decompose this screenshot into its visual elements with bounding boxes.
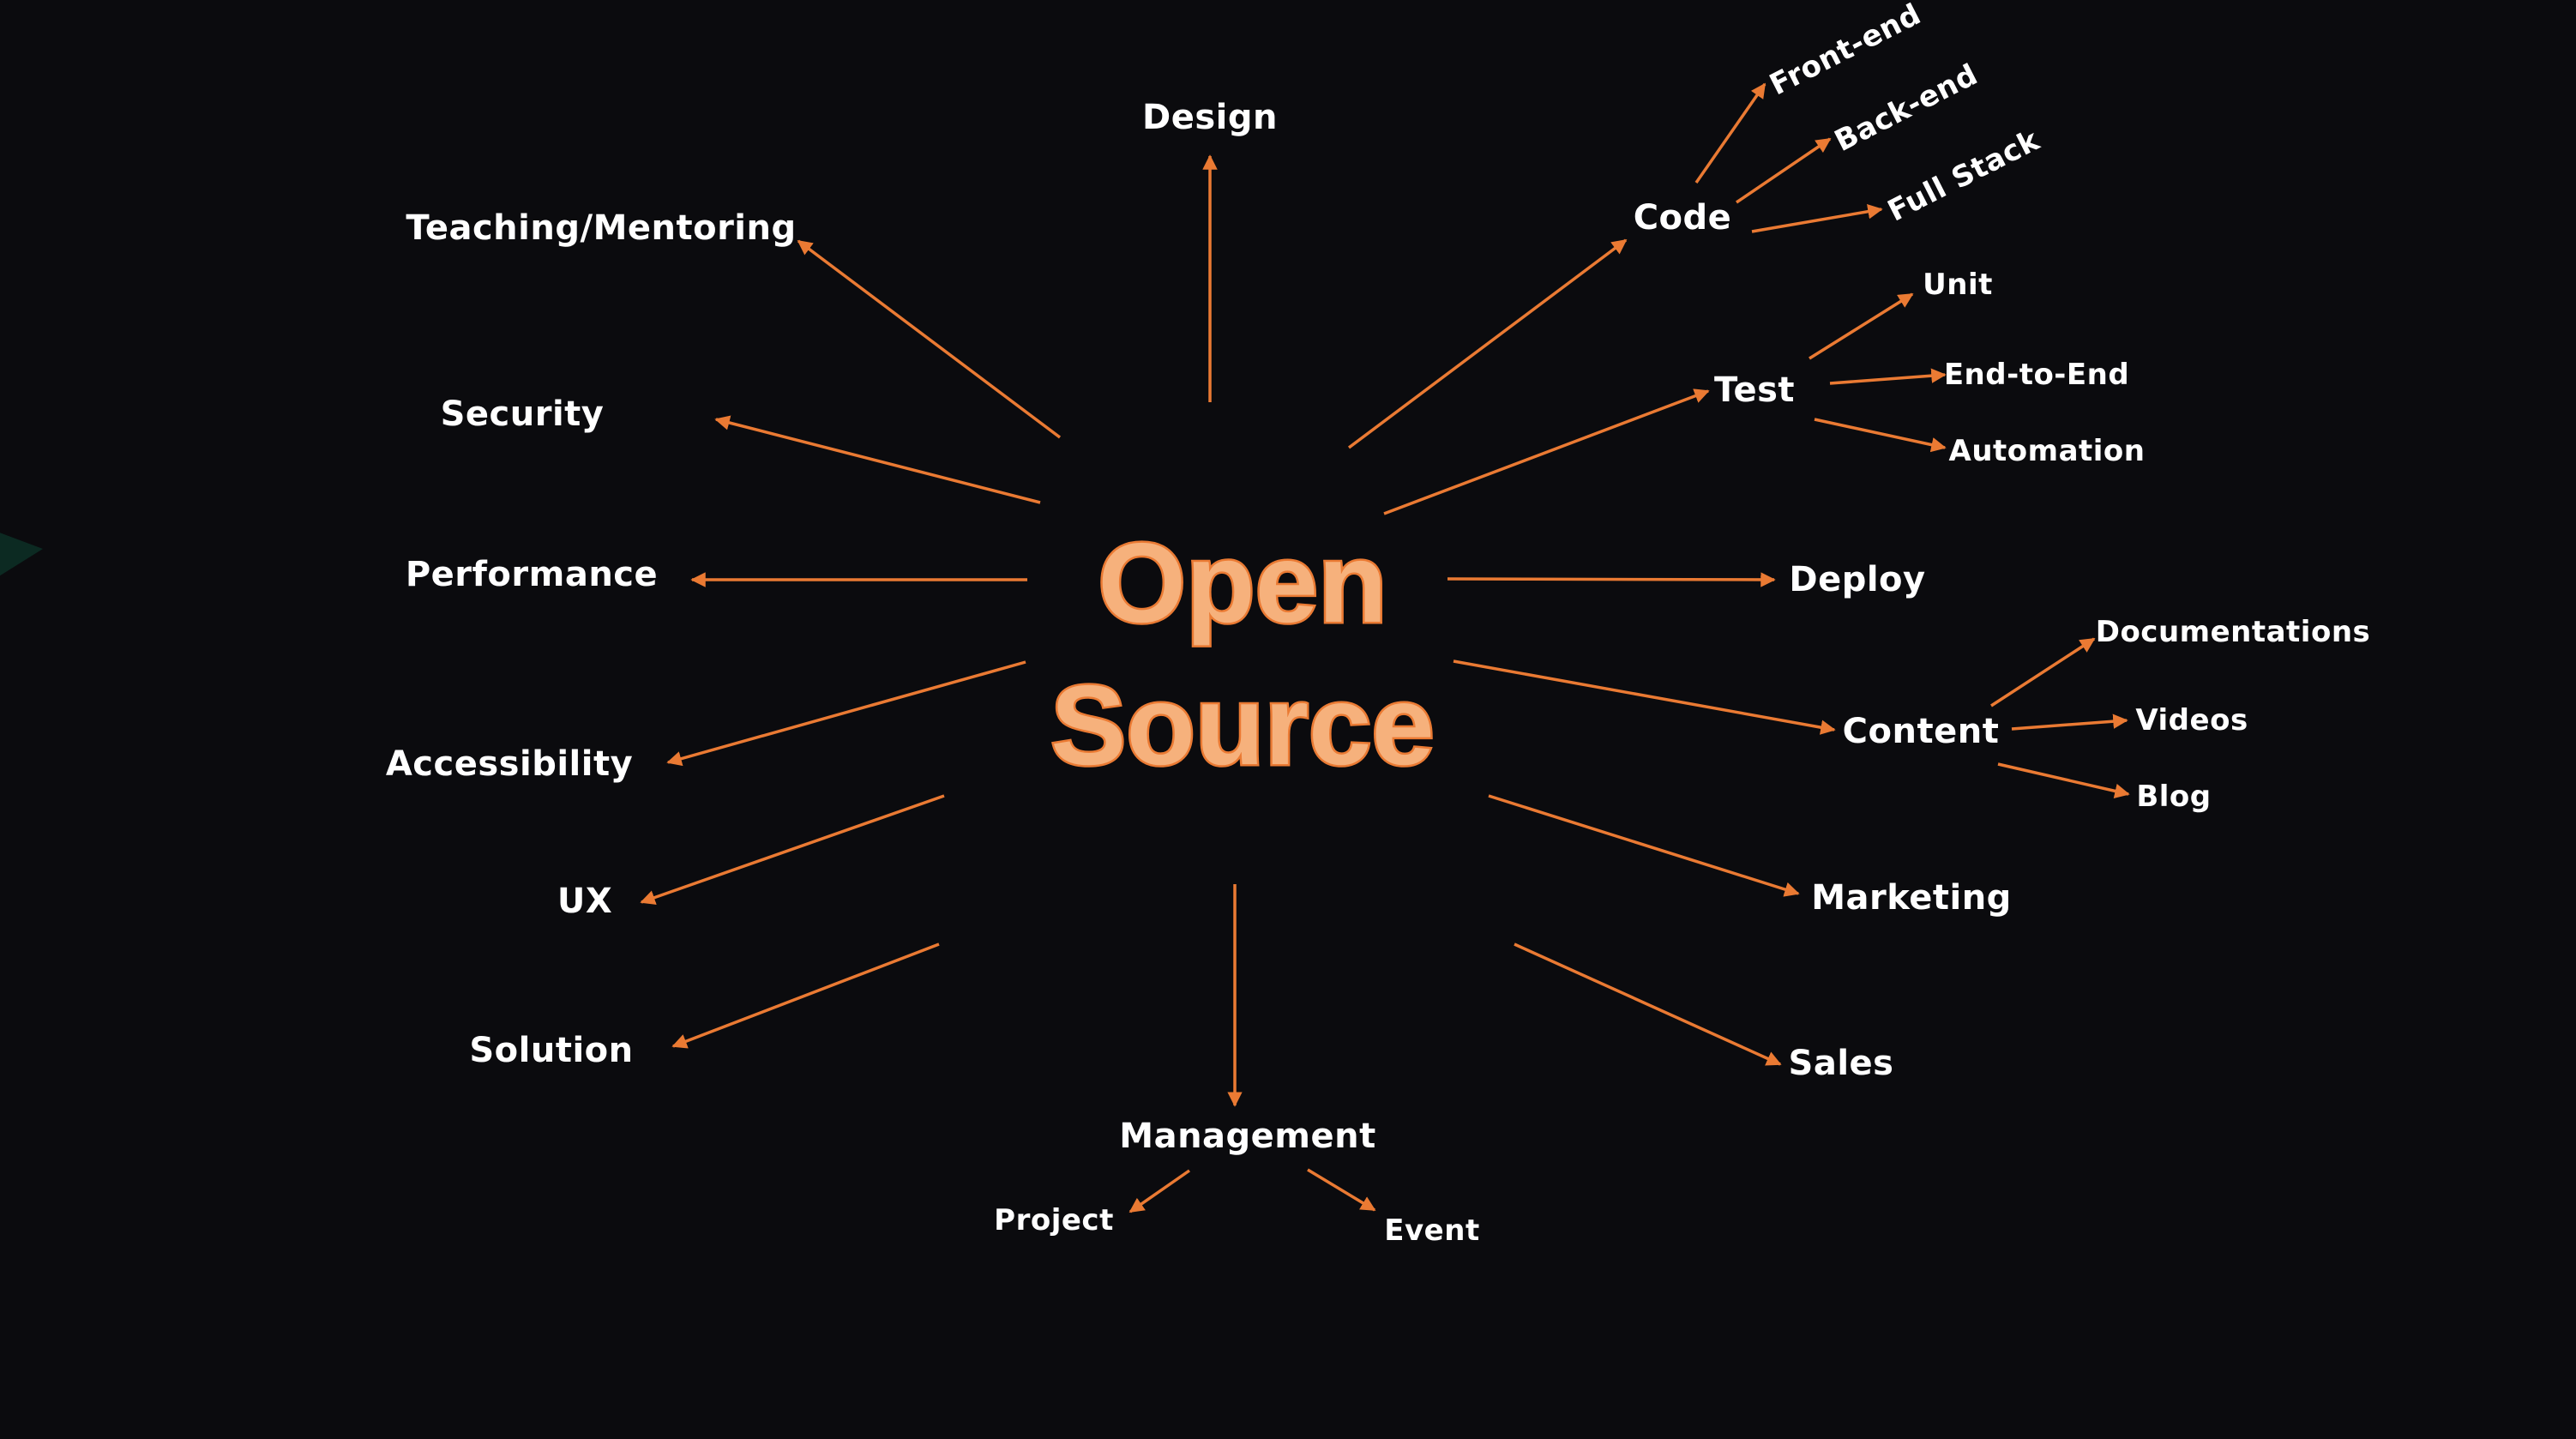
center-title-source: Source bbox=[1049, 662, 1436, 788]
arrow-code bbox=[1347, 238, 1628, 449]
arrow-test bbox=[1383, 388, 1710, 515]
node-project: Project bbox=[994, 1203, 1114, 1237]
node-design: Design bbox=[1142, 98, 1278, 137]
node-code: Code bbox=[1633, 198, 1732, 238]
arrow-back-end bbox=[1736, 137, 1832, 204]
node-event: Event bbox=[1384, 1213, 1480, 1248]
node-teaching-mentoring: Teaching/Mentoring bbox=[406, 208, 797, 248]
arrow-content bbox=[1453, 659, 1836, 735]
node-sales: Sales bbox=[1788, 1044, 1894, 1083]
node-solution: Solution bbox=[469, 1031, 634, 1070]
node-automation: Automation bbox=[1948, 434, 2146, 468]
node-blog: Blog bbox=[2136, 780, 2212, 814]
arrow-accessibility bbox=[666, 660, 1026, 767]
node-ux: UX bbox=[557, 882, 613, 921]
node-deploy: Deploy bbox=[1789, 560, 1926, 599]
arrow-marketing bbox=[1488, 794, 1800, 897]
arrow-solution bbox=[671, 942, 940, 1049]
arrow-event bbox=[1307, 1168, 1376, 1212]
arrow-documentations bbox=[1990, 637, 2096, 707]
arrow-ux bbox=[640, 794, 945, 906]
arrow-teaching bbox=[797, 239, 1062, 439]
arrow-security bbox=[714, 415, 1041, 504]
node-marketing: Marketing bbox=[1811, 878, 2012, 918]
node-performance: Performance bbox=[405, 555, 659, 594]
node-unit: Unit bbox=[1923, 268, 1993, 302]
arrow-front-end bbox=[1694, 82, 1766, 184]
arrow-end-to-end bbox=[1829, 368, 1947, 385]
arrow-project bbox=[1129, 1169, 1190, 1213]
arrow-videos bbox=[2011, 713, 2128, 731]
node-management: Management bbox=[1119, 1117, 1376, 1156]
node-accessibility: Accessibility bbox=[385, 744, 634, 784]
center-title-open: Open bbox=[1096, 520, 1389, 646]
arrow-automation bbox=[1814, 418, 1947, 453]
node-content: Content bbox=[1842, 712, 2000, 751]
node-end-to-end: End-to-End bbox=[1943, 358, 2130, 392]
arrow-full-stack bbox=[1751, 204, 1883, 233]
node-documentations: Documentations bbox=[2095, 615, 2371, 649]
arrow-sales bbox=[1514, 942, 1782, 1066]
node-videos: Videos bbox=[2135, 703, 2248, 738]
arrow-blog bbox=[1997, 762, 2130, 798]
arrow-unit bbox=[1809, 292, 1914, 360]
node-security: Security bbox=[440, 394, 605, 434]
arrow-deploy bbox=[1447, 572, 1776, 587]
node-test: Test bbox=[1713, 370, 1796, 410]
corner-decoration bbox=[0, 523, 43, 592]
